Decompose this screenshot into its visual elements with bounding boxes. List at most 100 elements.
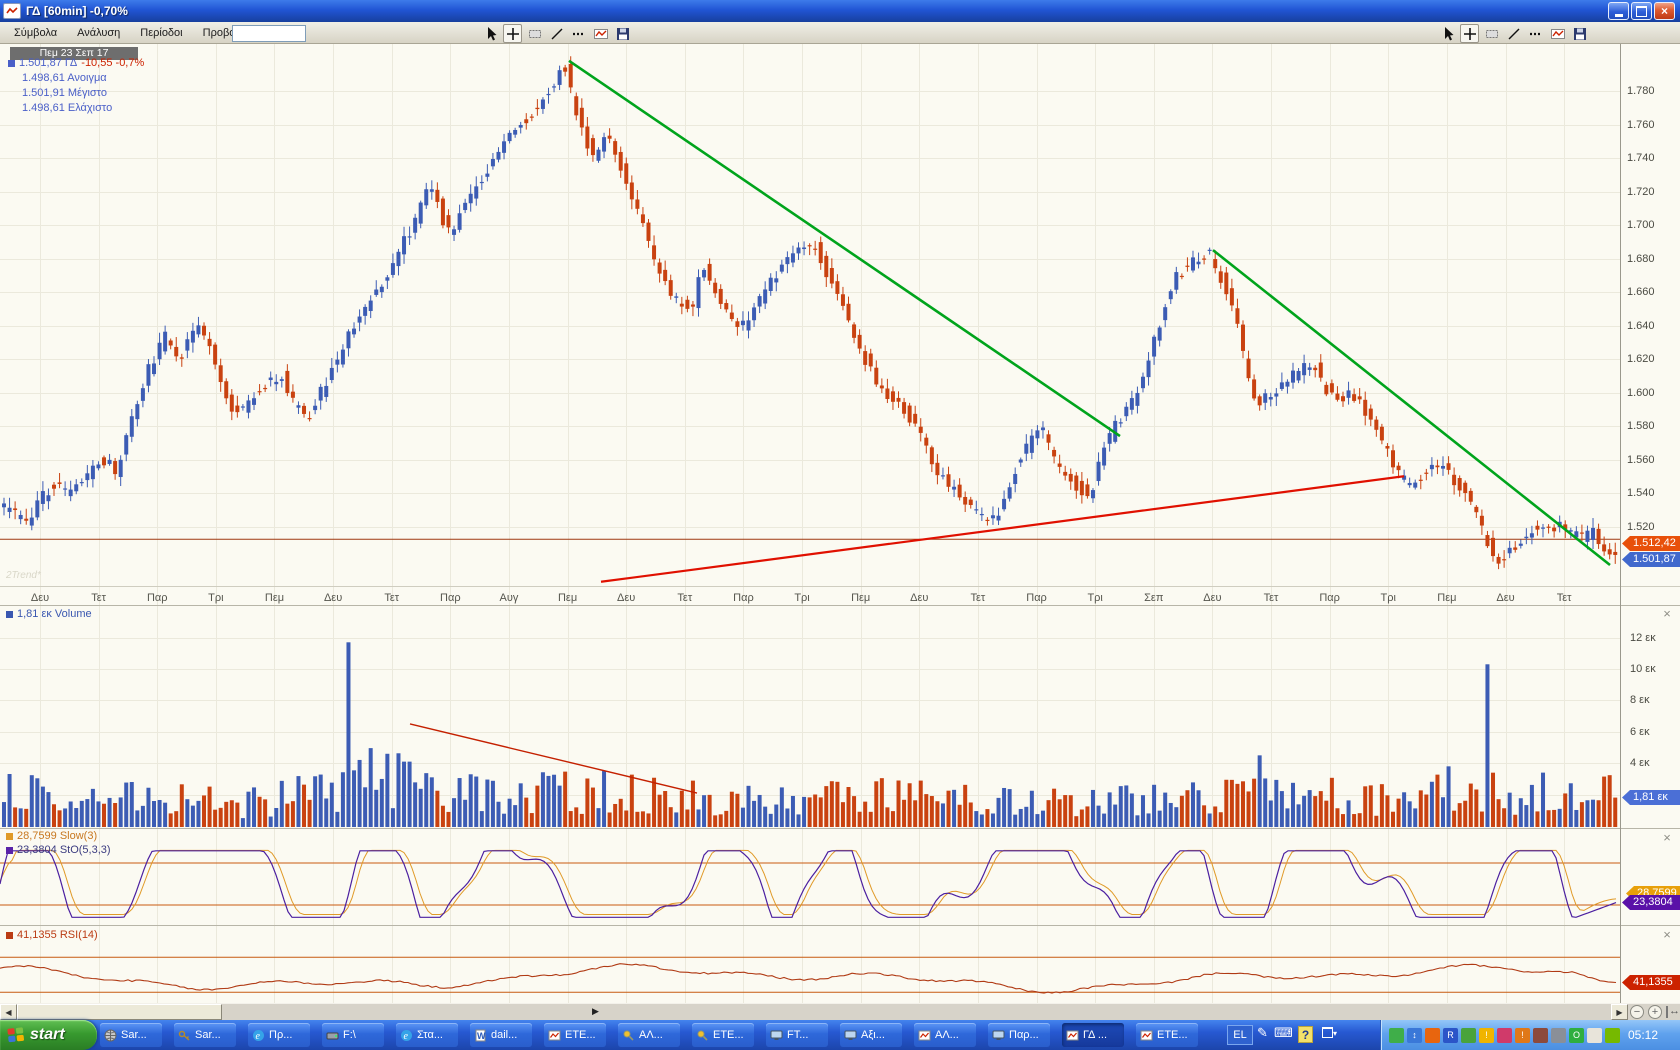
stoch-close-icon[interactable]: ×: [1663, 830, 1671, 845]
task-button-7[interactable]: ΑΛ...: [618, 1023, 680, 1047]
save-tool-icon[interactable]: [613, 24, 632, 43]
zoom-out-button[interactable]: −: [1630, 1005, 1644, 1019]
trendlines-group[interactable]: [409, 59, 1611, 794]
date-tick-label: Δευ: [30, 592, 50, 604]
date-tick-label: Τετ: [970, 592, 986, 604]
date-tick-label: Σεπ: [1144, 592, 1164, 604]
volume-header: 1,81 εκ Volume: [6, 608, 92, 620]
price-tick-label: 1.720: [1627, 185, 1655, 198]
antivirus-ring-icon[interactable]: O: [1569, 1027, 1584, 1043]
start-button[interactable]: start: [0, 1020, 97, 1050]
region-tool-icon[interactable]: [525, 24, 544, 43]
keyboard-icon[interactable]: ⌨: [1274, 1025, 1293, 1040]
taskbar-clock: 05:12: [1628, 1028, 1659, 1042]
trendline-tool-icon[interactable]: [547, 24, 566, 43]
fit-width-button[interactable]: ↔: [1666, 1006, 1680, 1018]
security-shield-icon[interactable]: !: [1479, 1027, 1494, 1043]
crosshair-tool-icon[interactable]: [1460, 24, 1479, 43]
gridlines-group: [0, 44, 1680, 1003]
task-button-14[interactable]: ΕΤΕ...: [1136, 1023, 1198, 1047]
price-tick-label: 1.700: [1627, 219, 1655, 231]
nvidia-icon[interactable]: [1605, 1027, 1620, 1043]
save-tool-icon[interactable]: [1570, 24, 1589, 43]
task-button-1[interactable]: Sar...: [174, 1023, 236, 1047]
task-button-4[interactable]: e Στα...: [396, 1023, 458, 1047]
date-tick-label: Παρ: [733, 592, 754, 604]
chart-template-tool-icon[interactable]: [591, 24, 610, 43]
cursor-tool-icon[interactable]: [1438, 24, 1457, 43]
candles-group: [2, 56, 1618, 570]
scroll-thumb[interactable]: [17, 1004, 222, 1020]
task-button-13[interactable]: ΓΔ ...: [1062, 1023, 1124, 1047]
task-button-3[interactable]: F:\: [322, 1023, 384, 1047]
binoculars-icon[interactable]: [1533, 1027, 1548, 1043]
network-r-icon[interactable]: R: [1443, 1027, 1458, 1043]
audio-icon[interactable]: [1551, 1027, 1566, 1043]
task-button-8[interactable]: ΕΤΕ...: [692, 1023, 754, 1047]
date-tick-label: Τετ: [384, 592, 400, 604]
java-icon[interactable]: [1425, 1027, 1440, 1043]
svg-text:e: e: [256, 1031, 261, 1042]
price-tick-label: 1.780: [1627, 85, 1655, 97]
date-tick-label: Δευ: [910, 592, 929, 604]
alert-flag-icon[interactable]: !: [1515, 1027, 1530, 1043]
task-button-11[interactable]: ΑΛ...: [914, 1023, 976, 1047]
menu-item-0[interactable]: Σύμβολα: [14, 27, 58, 39]
task-button-6[interactable]: ΕΤΕ...: [544, 1023, 606, 1047]
zoom-in-button[interactable]: +: [1648, 1005, 1662, 1019]
task-button-9[interactable]: FT...: [766, 1023, 828, 1047]
menu-item-1[interactable]: Ανάλυση: [77, 27, 121, 39]
quote-line: 1.501,87 ΓΔ -10,55 -0,7%: [8, 57, 144, 69]
open-value: 1.498,61 Ανοιγμα: [22, 72, 107, 84]
pen-icon[interactable]: ✎: [1257, 1025, 1268, 1040]
close-button[interactable]: ×: [1654, 2, 1675, 20]
crosshair-tool-icon[interactable]: [503, 24, 522, 43]
date-tick-label: Παρ: [1319, 592, 1340, 604]
removable-device-icon[interactable]: [1389, 1027, 1404, 1043]
help-icon[interactable]: ?: [1298, 1026, 1313, 1043]
chart-area[interactable]: Πεμ 23 Σεπ 17 1.501,87 ΓΔ -10,55 -0,7% 1…: [0, 44, 1680, 1003]
cursor-tool-icon[interactable]: [481, 24, 500, 43]
scroll-left-button[interactable]: ◀: [0, 1004, 17, 1020]
price-tick-label: 1.600: [1627, 386, 1655, 399]
region-tool-icon[interactable]: [1482, 24, 1501, 43]
symbol-input[interactable]: [232, 25, 306, 42]
date-tick-label: Πεμ: [557, 592, 578, 604]
minimize-button[interactable]: [1608, 2, 1629, 20]
volume-close-icon[interactable]: ×: [1663, 606, 1671, 621]
date-tick-label: Τετ: [1263, 592, 1279, 604]
stoch-line: [0, 850, 1617, 918]
dotted-line-tool-icon[interactable]: [1526, 24, 1545, 43]
price-tick-label: 1.560: [1627, 453, 1655, 466]
nod32-icon[interactable]: [1587, 1027, 1602, 1043]
chart-template-tool-icon[interactable]: [1548, 24, 1567, 43]
date-tick-label: Δευ: [1496, 592, 1515, 604]
stoch-slow-marker-icon: [6, 832, 13, 840]
rsi-close-icon[interactable]: ×: [1663, 927, 1671, 942]
messenger-offline-icon[interactable]: [1461, 1027, 1476, 1043]
chart-canvas[interactable]: [0, 44, 1680, 1003]
svg-text:e: e: [404, 1031, 409, 1042]
language-options-icon[interactable]: [1322, 1027, 1333, 1038]
trendline-tool-icon[interactable]: [1504, 24, 1523, 43]
task-button-12[interactable]: Παρ...: [988, 1023, 1050, 1047]
title-bar[interactable]: ΓΔ [60min] -0,70% ×: [0, 0, 1680, 22]
task-button-0[interactable]: Sar...: [100, 1023, 162, 1047]
dotted-line-tool-icon[interactable]: [569, 24, 588, 43]
language-indicator[interactable]: EL: [1227, 1025, 1253, 1045]
mail-alert-icon[interactable]: [1497, 1027, 1512, 1043]
restore-button[interactable]: [1631, 2, 1652, 20]
menu-bar: Σύμβολα Ανάλυση Περίοδοι Προβολή: [0, 22, 1680, 44]
horizontal-scrollbar[interactable]: ◀ ▶ ▶ − + ↔: [0, 1003, 1680, 1020]
language-options-arrow-icon[interactable]: ▾: [1333, 1029, 1338, 1038]
date-tick-label: Πεμ: [264, 592, 285, 604]
task-button-2[interactable]: e Πρ...: [248, 1023, 310, 1047]
svg-text:W: W: [477, 1031, 486, 1041]
toolbar-center: [481, 24, 632, 43]
menu-item-2[interactable]: Περίοδοι: [140, 27, 183, 39]
scroll-right-button[interactable]: ▶: [1611, 1004, 1628, 1020]
low-value: 1.498,61 Ελάχιστο: [22, 102, 113, 114]
task-button-10[interactable]: Αξι...: [840, 1023, 902, 1047]
update-arrows-icon[interactable]: ↕: [1407, 1027, 1422, 1043]
